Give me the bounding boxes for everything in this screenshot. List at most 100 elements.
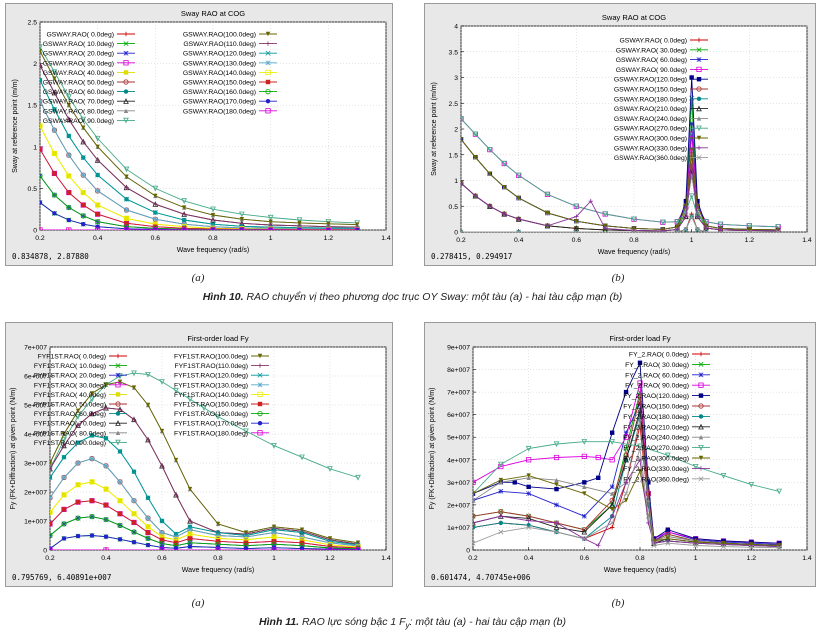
- data-point: [703, 219, 709, 225]
- data-point: [646, 480, 651, 485]
- data-point: [623, 430, 629, 436]
- data-point: [173, 540, 179, 545]
- legend-entry: GSWAY.RAO(330.0deg): [614, 145, 687, 152]
- data-point: [675, 224, 680, 230]
- data-point: [526, 524, 532, 530]
- data-point: [581, 513, 587, 519]
- legend-marker: [123, 117, 129, 124]
- data-point: [299, 454, 305, 461]
- data-point: [637, 443, 643, 450]
- data-point: [688, 193, 695, 200]
- data-point: [145, 402, 151, 408]
- data-point: [516, 229, 522, 232]
- data-point: [609, 491, 615, 496]
- x-tick-label: 0.6: [151, 235, 161, 242]
- data-point: [473, 491, 476, 496]
- data-point: [473, 540, 476, 546]
- data-point: [268, 219, 273, 224]
- data-point: [582, 491, 587, 496]
- data-point: [52, 90, 57, 95]
- data-point: [498, 529, 504, 535]
- data-point: [239, 227, 245, 230]
- data-point: [623, 389, 629, 395]
- data-point: [651, 543, 657, 548]
- legend-entry: FY_2.RAO(270.0deg): [623, 445, 689, 452]
- data-point: [80, 172, 86, 178]
- series-line: [473, 441, 780, 494]
- data-point: [152, 227, 158, 230]
- legend-marker: [257, 411, 263, 417]
- data-point: [775, 229, 781, 232]
- data-point: [117, 479, 123, 485]
- y-tick-label: 5e+007: [24, 403, 47, 410]
- legend-marker: [265, 69, 271, 75]
- data-point: [473, 520, 476, 526]
- data-point: [89, 479, 95, 485]
- data-point: [582, 480, 587, 485]
- legend-marker: [696, 77, 702, 82]
- data-point: [50, 475, 53, 480]
- data-point: [501, 160, 508, 167]
- data-point: [516, 216, 521, 222]
- legend-entry: GSWAY.RAO( 40.0deg): [43, 70, 114, 77]
- data-point: [553, 524, 560, 531]
- data-point: [486, 147, 493, 153]
- data-point: [554, 520, 559, 526]
- series-line: [40, 80, 358, 229]
- data-point: [512, 480, 517, 485]
- data-point: [66, 190, 72, 195]
- chart-panel-fig11a: First-order load Fy 0.2 0.4 0.6 0.8 1 1.2 1.4 0 1…: [5, 322, 393, 587]
- data-point: [103, 516, 109, 523]
- data-point: [215, 521, 221, 527]
- data-point: [693, 543, 699, 548]
- data-point: [746, 229, 752, 232]
- data-point: [210, 212, 216, 218]
- data-point: [103, 463, 109, 469]
- data-point: [75, 533, 81, 539]
- data-point: [526, 522, 531, 528]
- legend-entry: FY_2.RAO(150.0deg): [623, 404, 689, 411]
- data-point: [299, 546, 305, 550]
- subfigure-label-b: (b): [611, 597, 625, 609]
- data-point: [50, 466, 53, 471]
- data-point: [609, 507, 615, 512]
- cursor-coordinate-readout: 0.601474, 4.70745e+006: [431, 573, 531, 582]
- data-point: [152, 216, 158, 222]
- data-point: [117, 379, 123, 384]
- figure-caption-11: Hình 11. RAO lực sóng bậc 1 Fy: một tàu …: [0, 616, 825, 630]
- data-point: [748, 481, 755, 488]
- x-tick-label: 0.2: [468, 555, 478, 562]
- data-point: [145, 530, 151, 535]
- data-point: [683, 208, 689, 215]
- subfigure-label-b: (b): [611, 272, 625, 284]
- legend-marker: [115, 363, 121, 369]
- x-tick-label: 0.8: [629, 237, 639, 244]
- data-point: [602, 223, 608, 229]
- data-point: [103, 534, 109, 539]
- data-point: [124, 196, 129, 202]
- data-point: [131, 370, 137, 377]
- data-point: [159, 537, 165, 543]
- data-point: [81, 139, 86, 145]
- legend-marker: [265, 31, 271, 37]
- data-point: [145, 437, 151, 442]
- y-tick-label: 6e+007: [447, 412, 470, 419]
- data-point: [124, 174, 129, 179]
- data-point: [50, 460, 53, 466]
- x-tick-label: 0.6: [572, 237, 582, 244]
- data-point: [66, 117, 72, 122]
- y-axis-label: Sway at reference point (m/m): [12, 79, 19, 173]
- legend-marker: [123, 31, 129, 37]
- caption-number: Hình 11.: [259, 616, 300, 628]
- data-point: [51, 106, 57, 112]
- legend-entry: FY_2.RAO(210.0deg): [623, 424, 689, 431]
- data-point: [573, 229, 579, 232]
- data-point: [581, 453, 587, 459]
- legend-entry: FYF1ST.RAO( 50.0deg): [34, 402, 106, 409]
- data-point: [40, 123, 43, 129]
- data-point: [689, 121, 695, 127]
- data-point: [268, 227, 274, 230]
- legend-marker: [696, 135, 702, 141]
- data-point: [50, 510, 53, 515]
- data-point: [215, 539, 221, 544]
